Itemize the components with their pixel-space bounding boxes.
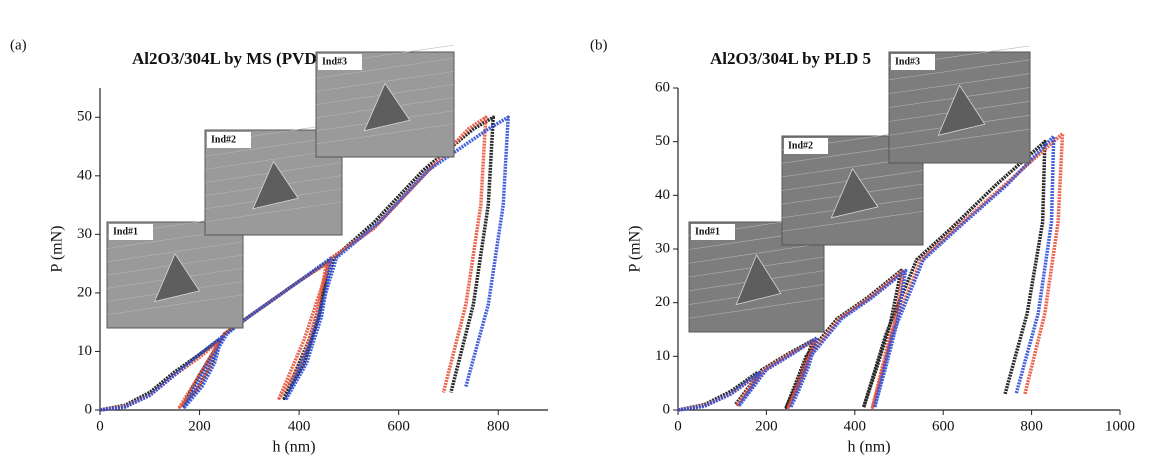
x-tick-label: 1000: [1105, 418, 1135, 434]
x-tick-label: 600: [387, 418, 410, 434]
panel-label: (b): [590, 37, 608, 53]
indent-mark: [830, 167, 879, 219]
data-line: [677, 131, 1065, 412]
inset-label-bg: [691, 224, 735, 240]
sem-inset: Ind#3: [315, 44, 455, 158]
y-tick-label: 10: [655, 348, 670, 364]
inset-texture: [688, 297, 825, 319]
inset-texture: [688, 242, 825, 264]
inset-label: Ind#2: [788, 140, 813, 151]
y-tick-label: 50: [655, 133, 670, 149]
inset-texture: [781, 211, 924, 232]
indent-mark: [937, 84, 986, 136]
x-tick-label: 0: [96, 418, 104, 434]
indent-mark: [363, 82, 411, 132]
y-tick-label: 0: [85, 401, 93, 417]
inset-texture: [106, 294, 244, 316]
chart-title: Al2O3/304L by PLD 5: [710, 49, 871, 68]
sem-inset: Ind#1: [106, 214, 244, 329]
inset-label: Ind#1: [695, 226, 720, 237]
inset-texture: [888, 128, 1031, 150]
data-line: [99, 115, 510, 412]
inset-texture: [204, 201, 343, 223]
y-axis-label: P (mN): [627, 226, 644, 273]
inset-label-bg: [784, 138, 828, 154]
inset-texture: [888, 73, 1031, 94]
x-axis-label: h (nm): [272, 439, 315, 456]
inset-label-bg: [207, 132, 251, 148]
y-tick-label: 20: [655, 294, 670, 310]
inset-label-bg: [109, 224, 153, 240]
y-tick-label: 60: [655, 79, 670, 95]
x-axis-label: h (nm): [847, 439, 890, 456]
inset-label: Ind#2: [211, 134, 236, 145]
indent-mark: [735, 254, 782, 306]
x-tick-label: 800: [1020, 418, 1043, 434]
chart-title: Al2O3/304L by MS (PVD): [132, 49, 322, 68]
y-tick-label: 40: [77, 167, 92, 183]
inset-label-bg: [318, 54, 362, 70]
y-tick-label: 30: [77, 226, 92, 242]
panel-label: (a): [10, 37, 27, 53]
inset-label: Ind#3: [895, 56, 920, 67]
inset-label-bg: [891, 54, 935, 70]
y-tick-label: 40: [655, 187, 670, 203]
x-tick-label: 0: [674, 418, 682, 434]
x-tick-label: 200: [188, 418, 211, 434]
inset-texture: [315, 123, 455, 145]
inset-texture: [106, 241, 244, 263]
x-tick-label: 400: [288, 418, 311, 434]
y-tick-label: 50: [77, 109, 92, 125]
x-tick-label: 200: [755, 418, 778, 434]
inset-texture: [315, 57, 455, 79]
x-tick-label: 600: [932, 418, 955, 434]
y-tick-label: 10: [77, 343, 92, 359]
inset-label: Ind#1: [113, 226, 138, 237]
y-tick-label: 20: [77, 284, 92, 300]
y-tick-label: 30: [655, 240, 670, 256]
sem-inset: Ind#3: [888, 45, 1031, 164]
x-tick-label: 800: [487, 418, 510, 434]
indent-mark: [153, 252, 201, 303]
inset-texture: [315, 71, 455, 92]
inset-label: Ind#3: [322, 56, 347, 67]
y-axis-label: P (mN): [49, 226, 66, 273]
y-tick-label: 0: [663, 401, 671, 417]
x-tick-label: 400: [844, 418, 867, 434]
indent-mark: [252, 160, 299, 210]
data-line: [677, 134, 1056, 412]
inset-texture: [888, 59, 1031, 81]
